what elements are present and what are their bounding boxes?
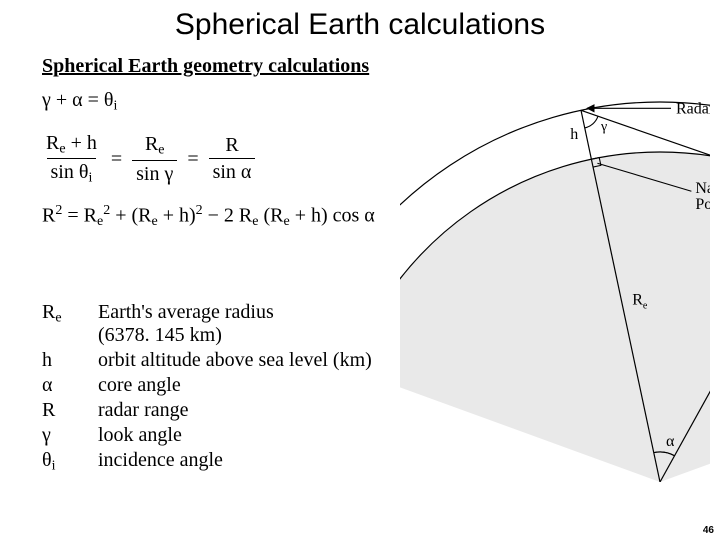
eq3-R: R — [42, 205, 55, 227]
eq3-2Re-sub: e — [252, 214, 258, 229]
eq3-Re-sq: 2 — [103, 203, 110, 218]
eq1-plus: + — [56, 89, 72, 111]
equation-1: γ + α = θi — [42, 90, 375, 114]
eq2-f2-num-sub: e — [158, 142, 164, 157]
eq2-eq1: = — [111, 149, 122, 169]
def-text-3: radar range — [98, 398, 372, 423]
svg-text:γ: γ — [600, 119, 607, 134]
eq2-eq2: = — [187, 149, 198, 169]
eq3-last-open: (R — [263, 205, 283, 227]
svg-text:Point: Point — [695, 196, 710, 213]
page-number: 46 — [703, 525, 714, 536]
def-text-1: orbit altitude above sea level (km) — [98, 348, 372, 373]
eq2-f1-num: R — [46, 132, 59, 154]
geometry-diagram: γθiαRadar PositionhNadirPointRReRe — [400, 82, 710, 482]
def-sym-5: θ — [42, 449, 52, 471]
equations-block: γ + α = θi Re + h sin θi = Re sin γ = R … — [42, 90, 375, 247]
equation-2: Re + h sin θi = Re sin γ = R sin α — [42, 132, 375, 187]
equation-3: R2 = Re2 + (Re + h)2 − 2 Re (Re + h) cos… — [42, 204, 375, 229]
eq2-f2-num: R — [145, 133, 158, 155]
def-text-4: look angle — [98, 423, 372, 448]
eq1-equals: = — [88, 89, 104, 111]
eq3-paren-sq: 2 — [196, 203, 203, 218]
def-text-0a: Earth's average radius — [98, 301, 274, 323]
subtitle: Spherical Earth geometry calculations — [42, 55, 369, 78]
def-sym-3: R — [42, 399, 55, 421]
def-text-2: core angle — [98, 373, 372, 398]
svg-text:h: h — [570, 126, 578, 143]
eq2-frac1: Re + h sin θi — [42, 132, 101, 187]
eq1-theta-sub: i — [113, 99, 117, 114]
def-row-gamma: γ look angle — [42, 423, 372, 448]
eq2-frac2: Re sin γ — [132, 133, 177, 185]
def-sub-0: e — [55, 311, 61, 326]
def-sym-4: γ — [42, 424, 51, 446]
def-sym-1: h — [42, 349, 52, 371]
def-sym-2: α — [42, 374, 52, 396]
svg-text:Nadir: Nadir — [695, 180, 710, 197]
eq2-f3-den: sin α — [209, 158, 256, 183]
def-row-alpha: α core angle — [42, 373, 372, 398]
definitions-table: Re Earth's average radius(6378. 145 km) … — [42, 300, 372, 476]
eq2-f3-num: R — [221, 134, 242, 158]
eq1-alpha: α — [72, 89, 82, 111]
eq2-f1-den-sub: i — [88, 171, 92, 186]
eq3-R-sq: 2 — [55, 203, 62, 218]
def-row-Re: Re Earth's average radius(6378. 145 km) — [42, 300, 372, 348]
eq3-equals: = — [67, 205, 83, 227]
def-sym-0: R — [42, 301, 55, 323]
eq3-paren-close: + h) — [158, 205, 196, 227]
def-sub-5: i — [52, 459, 56, 474]
eq2-f2-den: sin γ — [132, 160, 177, 185]
page-title: Spherical Earth calculations — [0, 8, 720, 42]
def-row-theta: θi incidence angle — [42, 448, 372, 476]
eq3-paren-open: (R — [131, 205, 151, 227]
eq2-f1-num-tail: + h — [66, 132, 97, 154]
eq3-last-close: + h) cos α — [290, 205, 375, 227]
eq3-minus: − — [208, 205, 224, 227]
svg-text:α: α — [666, 433, 675, 450]
eq2-f1-den: sin θ — [51, 161, 89, 183]
eq3-2Re: 2 R — [224, 205, 252, 227]
def-row-R: R radar range — [42, 398, 372, 423]
eq2-frac3: R sin α — [209, 134, 256, 183]
eq1-gamma: γ — [42, 89, 51, 111]
def-text-0b: (6378. 145 km) — [98, 324, 222, 346]
svg-text:Radar Position: Radar Position — [676, 100, 710, 117]
eq3-plus: + — [115, 205, 131, 227]
def-text-5: incidence angle — [98, 448, 372, 476]
eq3-Re: R — [84, 205, 97, 227]
def-row-h: h orbit altitude above sea level (km) — [42, 348, 372, 373]
